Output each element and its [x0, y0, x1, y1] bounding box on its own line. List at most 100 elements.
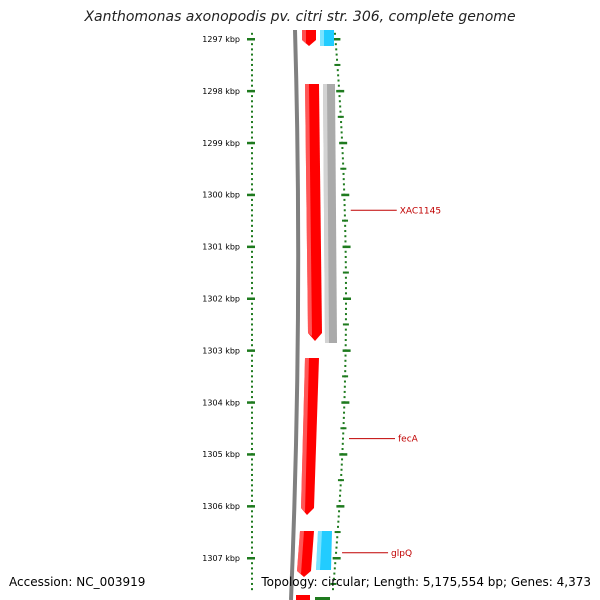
ruler-dot	[344, 276, 347, 279]
ruler-dot	[251, 448, 253, 451]
tick-label: 1304 kbp	[202, 398, 240, 407]
ruler-dot	[251, 463, 253, 466]
major-tick	[247, 245, 255, 249]
ruler-dot	[341, 458, 344, 461]
ruler-dot	[251, 261, 253, 264]
ruler-dot	[251, 416, 253, 419]
ruler-dot	[344, 281, 347, 284]
ruler-dot	[251, 152, 253, 155]
ruler-dot	[251, 432, 253, 435]
ruler-dot	[251, 494, 253, 497]
ruler-dot	[341, 442, 344, 445]
major-tick	[342, 245, 351, 249]
major-tick	[332, 38, 341, 41]
ruler-dot	[251, 188, 253, 191]
gene-bottom-red[interactable]	[296, 595, 310, 600]
ruler-dot	[337, 515, 340, 518]
ruler-dot	[251, 380, 253, 383]
ruler-dot	[343, 214, 346, 217]
ruler-dot	[342, 432, 345, 435]
ruler-dot	[251, 551, 253, 554]
minor-tick	[330, 582, 337, 585]
ruler-dot	[251, 276, 253, 279]
ruler-dot	[251, 328, 253, 331]
major-tick	[247, 193, 255, 197]
ruler-dot	[251, 489, 253, 492]
ruler-dot	[344, 292, 347, 295]
ruler-dot	[341, 146, 344, 149]
ruler-dot	[251, 214, 253, 217]
tick-label: 1305 kbp	[202, 450, 240, 459]
ruler-dot	[344, 235, 347, 238]
ruler-dot	[337, 79, 340, 82]
ruler-dot	[333, 572, 336, 575]
ruler-dot	[251, 588, 253, 591]
tick-label: 1298 kbp	[202, 87, 240, 96]
ruler-dot	[251, 313, 253, 316]
tick-label: 1306 kbp	[202, 502, 240, 511]
ruler-dot	[251, 411, 253, 414]
ruler-dot	[251, 266, 253, 269]
ruler-dot	[340, 136, 343, 139]
ruler-dot	[344, 344, 347, 347]
ruler-dot	[251, 473, 253, 476]
ruler-dot	[340, 468, 343, 471]
major-tick	[332, 557, 341, 560]
major-tick	[247, 557, 255, 560]
ruler-dot	[251, 531, 253, 534]
ruler-dot	[251, 183, 253, 186]
major-tick	[247, 89, 255, 93]
ruler-dot	[342, 178, 345, 181]
ruler-dot	[251, 178, 253, 181]
ruler-dot	[334, 562, 337, 565]
minor-tick	[342, 375, 349, 378]
ruler-dot	[251, 333, 253, 336]
ruler-dot	[251, 126, 253, 129]
major-tick	[336, 89, 345, 93]
ruler-dot	[251, 567, 253, 570]
ruler-dot	[344, 307, 347, 310]
ruler-dot	[344, 266, 347, 269]
ruler-dot	[344, 250, 347, 253]
ruler-dot	[344, 287, 347, 290]
ruler-dot	[342, 162, 345, 165]
gene-label-group: XAC1145 fecA glpQ	[342, 206, 441, 559]
ruler-dot	[335, 53, 338, 56]
ruler-dot	[342, 416, 345, 419]
ruler-dot	[251, 292, 253, 295]
ruler-dot	[336, 525, 339, 528]
ruler-dot	[338, 95, 341, 98]
ruler-dot	[251, 84, 253, 87]
ruler-dot	[344, 313, 347, 316]
left-ruler	[247, 32, 255, 591]
gene-label-feca[interactable]: fecA	[398, 435, 419, 445]
ruler-dot	[251, 541, 253, 544]
ruler-dot	[338, 100, 341, 103]
ruler-dot	[251, 385, 253, 388]
ruler-dot	[343, 198, 346, 201]
minor-tick	[342, 271, 349, 274]
ruler-dot	[343, 385, 346, 388]
ruler-dot	[344, 354, 347, 357]
ruler-dot	[251, 364, 253, 367]
genome-backbone	[289, 29, 301, 600]
ruler-dot	[251, 536, 253, 539]
gene-label-glpq[interactable]: glpQ	[391, 549, 412, 559]
minor-tick	[340, 427, 347, 430]
ruler-dot	[251, 520, 253, 523]
ruler-dot	[344, 333, 347, 336]
ruler-dot	[341, 152, 344, 155]
ruler-dot	[251, 43, 253, 46]
minor-tick	[342, 219, 349, 222]
ruler-dot	[344, 255, 347, 258]
ruler-dot	[251, 198, 253, 201]
gene-bottom-green[interactable]	[315, 597, 330, 600]
ruler-dot	[344, 302, 347, 305]
accession-text: Accession: NC_003919	[9, 575, 146, 589]
ruler-dot	[251, 390, 253, 393]
gene-label-xac1145[interactable]: XAC1145	[400, 206, 441, 216]
minor-tick	[340, 167, 347, 170]
ruler-dot	[343, 406, 346, 409]
ruler-dot	[251, 370, 253, 373]
ruler-dot	[251, 442, 253, 445]
